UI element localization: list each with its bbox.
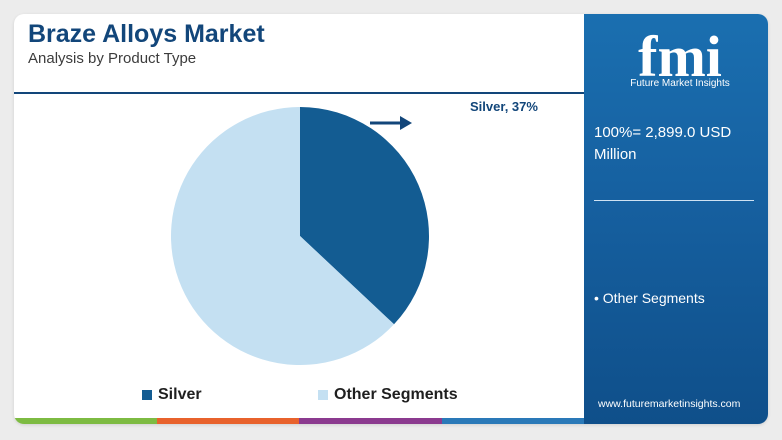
panel-divider (594, 200, 754, 201)
chart-card: Braze Alloys Market Analysis by Product … (14, 14, 768, 424)
info-panel: fmi Future Market Insights 100%= 2,899.0… (584, 14, 768, 424)
legend-label-other: Other Segments (334, 386, 458, 403)
chart-title: Braze Alloys Market (28, 20, 265, 48)
title-divider (14, 92, 584, 94)
website-link[interactable]: www.futuremarketinsights.com (598, 398, 741, 410)
legend-swatch-other (318, 390, 328, 400)
logo-lettering: fmi (638, 26, 722, 89)
legend-item-silver: Silver (142, 386, 202, 404)
legend-label-silver: Silver (158, 386, 202, 403)
annotation-arrow (370, 116, 412, 130)
fmi-logo: fmi (638, 26, 722, 89)
legend-swatch-silver (142, 390, 152, 400)
bar-segment-green (14, 418, 157, 424)
silver-slice-label: Silver, 37% (470, 99, 538, 114)
bottom-color-bar (14, 418, 584, 424)
legend-item-other: Other Segments (318, 386, 458, 404)
pie-chart (171, 107, 429, 366)
pie-slice-other-segments (171, 107, 395, 366)
bar-segment-purple (299, 418, 442, 424)
pie-slice-silver (300, 107, 429, 325)
bar-segment-blue (441, 418, 584, 424)
bar-segment-orange (156, 418, 299, 424)
market-total: 100%= 2,899.0 USD Million (594, 124, 732, 163)
panel-legend-other: • Other Segments (594, 290, 705, 306)
logo-subtitle: Future Market Insights (630, 78, 730, 89)
chart-subtitle: Analysis by Product Type (28, 50, 197, 67)
